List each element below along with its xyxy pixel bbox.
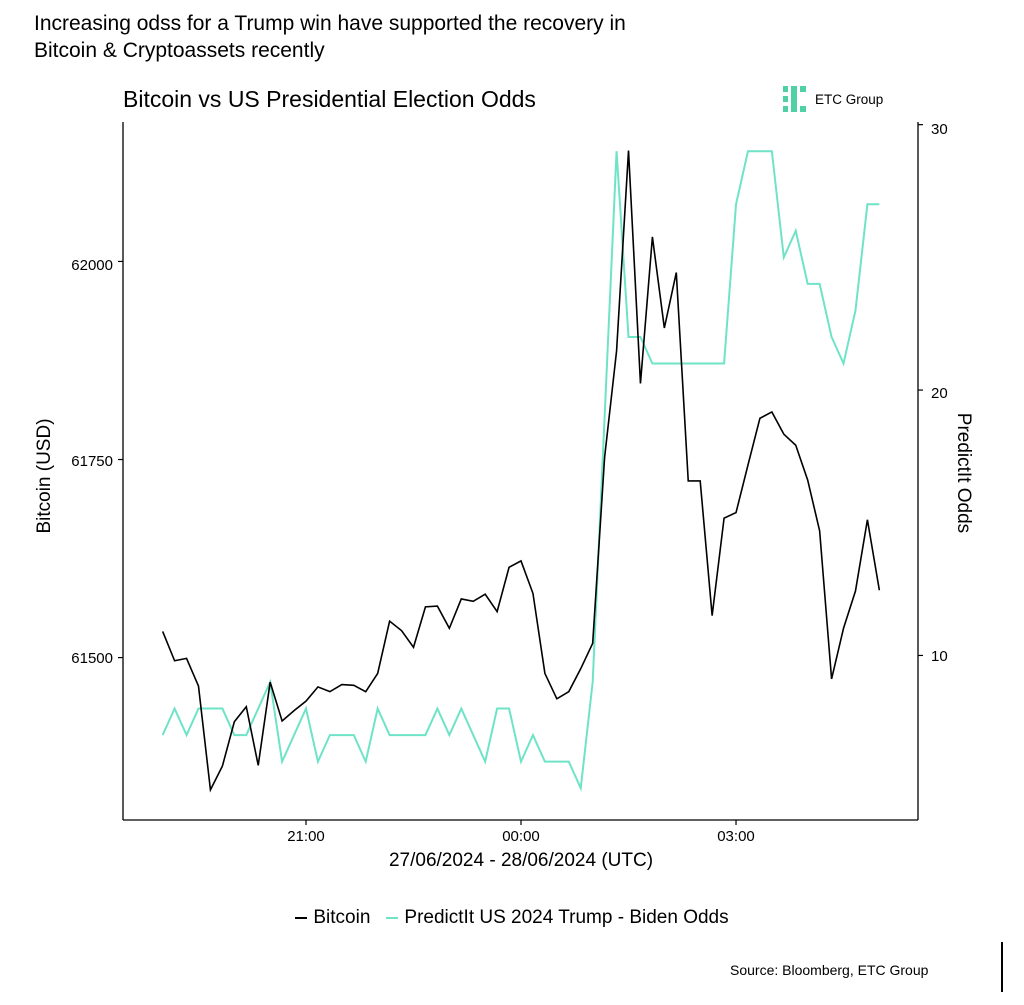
source-note: Source: Bloomberg, ETC Group	[730, 962, 929, 978]
divider	[1001, 942, 1003, 992]
x-tick-label: 00:00	[502, 828, 540, 845]
y-right-tick-label: 20	[931, 385, 948, 402]
legend-label: Bitcoin	[313, 907, 371, 928]
logo-text: ETC Group	[815, 91, 884, 107]
series-line-predictit-odds	[161, 150, 880, 792]
y-right-tick-label: 10	[931, 648, 948, 665]
legend-label: PredictIt US 2024 Trump - Biden Odds	[404, 907, 729, 928]
y-axis-title-right: PredictIt Odds	[953, 412, 974, 534]
legend-item-predictit: PredictIt US 2024 Trump - Biden Odds	[386, 907, 729, 929]
y-tick-label: 61500	[71, 650, 113, 667]
chart-title: Bitcoin vs US Presidential Election Odds	[123, 86, 536, 112]
y-right-tick-label: 30	[931, 121, 948, 138]
etc-group-logo: ETC Group	[783, 86, 883, 112]
legend-key-bitcoin	[295, 916, 308, 919]
etc-logo-icon	[783, 86, 806, 112]
y-tick-label: 61750	[71, 453, 113, 470]
y-tick-label: 62000	[71, 257, 113, 274]
series-line-bitcoin	[161, 150, 881, 793]
legend-item-bitcoin: Bitcoin	[295, 907, 370, 929]
headline: Increasing odss for a Trump win have sup…	[34, 12, 626, 62]
x-tick-label: 03:00	[717, 828, 755, 845]
legend: Bitcoin PredictIt US 2024 Trump - Biden …	[0, 907, 1024, 929]
legend-key-predictit	[386, 916, 399, 919]
x-tick-label: 21:00	[287, 828, 325, 845]
x-axis-title: 27/06/2024 - 28/06/2024 (UTC)	[388, 850, 654, 871]
y-axis-title-left: Bitcoin (USD)	[34, 418, 55, 534]
